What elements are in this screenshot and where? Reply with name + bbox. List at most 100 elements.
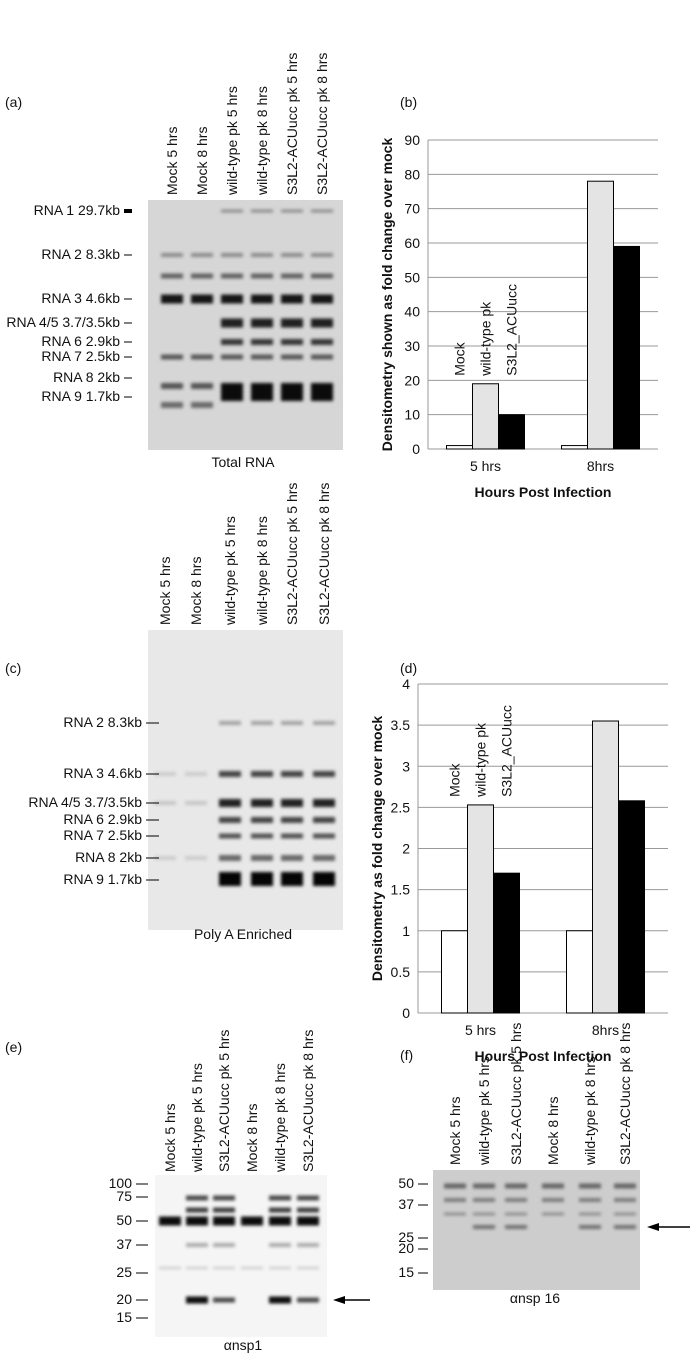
y-tick-label: 80 — [404, 166, 420, 182]
band — [251, 383, 273, 401]
band — [159, 1216, 181, 1226]
band — [251, 799, 273, 807]
band — [221, 339, 243, 345]
marker-label: 15 — [116, 1309, 132, 1325]
arrow-head — [647, 1223, 659, 1231]
y-tick-label: 0 — [402, 1005, 410, 1021]
y-tick-label: 40 — [404, 304, 420, 320]
band — [281, 833, 303, 839]
band — [281, 855, 303, 861]
legend-label: wild-type pk — [473, 722, 489, 798]
bar — [592, 720, 619, 1014]
marker-label: RNA 3 4.6kb — [63, 765, 142, 781]
band — [251, 339, 273, 345]
band — [473, 1198, 495, 1202]
band — [269, 1216, 291, 1226]
band — [219, 872, 241, 886]
blot — [433, 1170, 640, 1290]
y-tick-label: 3 — [402, 758, 410, 774]
band — [221, 383, 243, 401]
band — [281, 354, 303, 360]
band — [313, 855, 335, 861]
band — [251, 273, 273, 279]
blot — [148, 630, 343, 930]
band — [191, 253, 213, 257]
band — [154, 856, 176, 860]
blot-caption: Poly A Enriched — [194, 926, 292, 942]
band — [161, 273, 183, 279]
band — [281, 273, 303, 279]
band — [505, 1198, 527, 1202]
band — [186, 1267, 208, 1269]
band — [154, 801, 176, 805]
x-axis-label: Hours Post Infection — [475, 484, 612, 500]
y-tick-label: 1 — [402, 923, 410, 939]
bar — [498, 414, 525, 450]
bar — [566, 930, 593, 1014]
band — [241, 1216, 263, 1226]
bar — [441, 930, 468, 1014]
band — [313, 799, 335, 807]
x-tick-label: 8hrs — [587, 458, 614, 474]
x-tick-label: 5 hrs — [465, 1022, 496, 1038]
band — [311, 294, 333, 304]
band — [185, 801, 207, 805]
band — [161, 253, 183, 257]
marker-label: RNA 9 1.7kb — [63, 871, 142, 887]
band — [311, 318, 333, 328]
band — [186, 1296, 208, 1304]
band — [251, 855, 273, 861]
x-tick-label: 8hrs — [592, 1022, 619, 1038]
y-tick-label: 0.5 — [391, 964, 411, 980]
blot-caption: αnsp1 — [224, 1337, 263, 1353]
panel-label: (f) — [400, 1047, 413, 1063]
band — [219, 799, 241, 807]
lane-label: wild-type pk 8 hrs — [272, 1063, 288, 1173]
lane-label: wild-type pk 5 hrs — [224, 86, 240, 196]
panel-label: (e) — [5, 1039, 22, 1055]
y-tick-label: 2 — [402, 841, 410, 857]
band — [186, 1243, 208, 1247]
band — [281, 872, 303, 886]
band — [221, 354, 243, 360]
y-tick-label: 60 — [404, 235, 420, 251]
marker-label: RNA 4/5 3.7/3.5kb — [28, 794, 142, 810]
bar — [472, 383, 499, 450]
y-tick-label: 70 — [404, 201, 420, 217]
band — [269, 1296, 291, 1304]
lane-label: Mock 5 hrs — [157, 557, 173, 625]
band — [191, 402, 213, 408]
blot-caption: αnsp 16 — [510, 1290, 560, 1306]
band — [191, 294, 213, 304]
band — [281, 771, 303, 777]
band — [269, 1243, 291, 1247]
lane-label: wild-type pk 8 hrs — [254, 86, 270, 196]
band — [313, 721, 335, 725]
marker-label: RNA 8 2kb — [53, 369, 120, 385]
band — [311, 209, 333, 213]
band — [542, 1198, 564, 1202]
panel-label: (c) — [5, 660, 21, 676]
band — [473, 1225, 495, 1229]
band — [241, 1267, 263, 1269]
band — [213, 1267, 235, 1269]
band — [311, 339, 333, 345]
band — [219, 817, 241, 823]
marker-label: 100 — [109, 1175, 133, 1191]
band — [473, 1183, 495, 1189]
marker-label: RNA 2 8.3kb — [41, 246, 120, 262]
band — [444, 1212, 466, 1216]
panel-label: (a) — [5, 94, 22, 110]
marker-label: RNA 7 2.5kb — [41, 348, 120, 364]
band — [281, 383, 303, 401]
blot-bands — [444, 1183, 636, 1229]
legend-label: S3L2_ACUucc — [504, 284, 520, 376]
band — [221, 273, 243, 279]
marker-label: RNA 6 2.9kb — [41, 333, 120, 349]
band — [213, 1243, 235, 1247]
band — [251, 872, 273, 886]
band — [473, 1212, 495, 1216]
band — [213, 1216, 235, 1226]
marker-label: 75 — [116, 1188, 132, 1204]
